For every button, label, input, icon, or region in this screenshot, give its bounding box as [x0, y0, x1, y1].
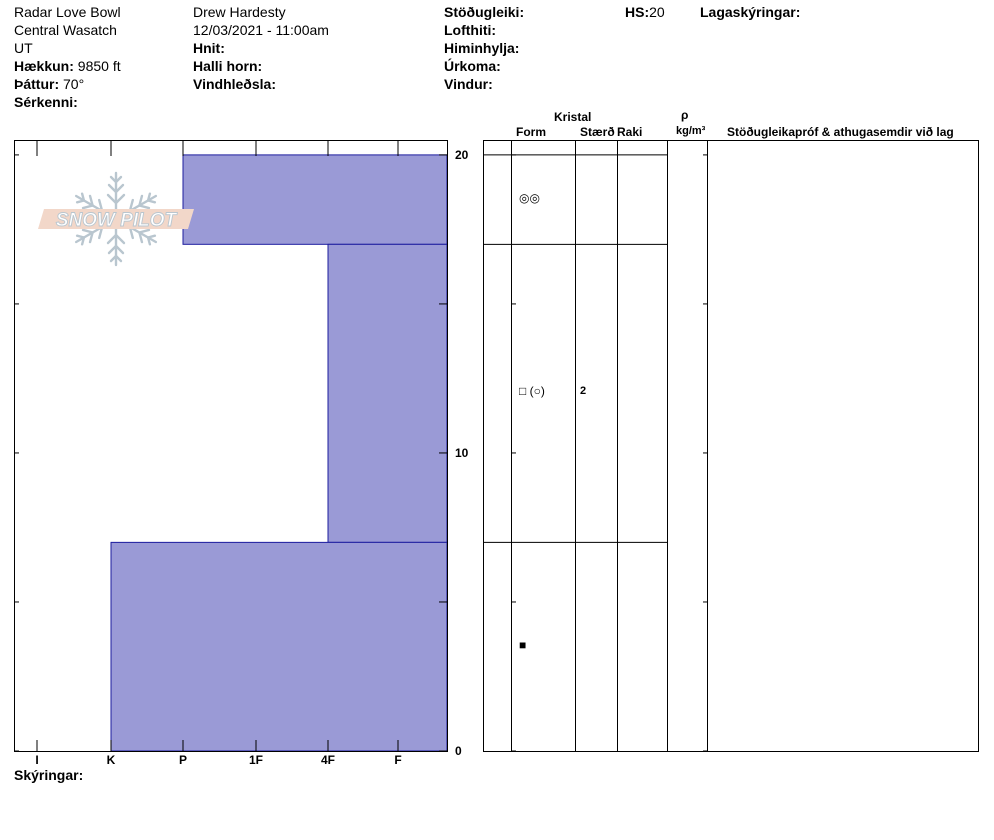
layer-notes-label: Lagaskýringar: [700, 4, 801, 20]
form-column-label: Form [516, 125, 546, 139]
y-tick-label-10: 10 [455, 445, 469, 460]
layer-form-symbol-2: ■ [519, 637, 527, 652]
precip-label: Úrkoma: [444, 58, 501, 74]
chart-frame [14, 140, 448, 752]
layer-table-rows [483, 154, 667, 543]
x-tick-label-4F: 4F [320, 753, 335, 767]
elevation-value: 9850 ft [77, 58, 121, 74]
x-tick-label-K: K [106, 753, 116, 767]
size-column-label: Stærð [580, 125, 615, 139]
elevation-row: Hækkun: 9850 ft [14, 57, 121, 75]
layer-form-symbol-0: ◎◎ [519, 190, 540, 205]
aspect-value: 70° [63, 76, 85, 92]
x-tick-label-F: F [394, 753, 402, 767]
hs-label: HS: [625, 4, 650, 20]
features-label: Sérkenni: [14, 94, 78, 110]
coords-label: Hnit: [193, 40, 225, 56]
elevation-label: Hækkun: [14, 58, 74, 74]
x-tick-label-1F: 1F [248, 753, 263, 767]
air-temp-label: Lofthiti: [444, 22, 497, 38]
aspect-label: Þáttur: [14, 76, 60, 92]
comments-column-label: Stöðugleikapróf & athugasemdir við lag [727, 125, 954, 139]
observer-name: Drew Hardesty [193, 4, 286, 20]
x-ticks [36, 140, 399, 751]
layer-grain-size-1: 2 [580, 385, 587, 398]
hs-row: HS:20 [625, 3, 665, 21]
range-name: Central Wasatch [14, 22, 117, 38]
snowflake-icon [70, 171, 162, 267]
moisture-column-label: Raki [617, 125, 643, 139]
stability-label: Stöðugleiki: [444, 4, 525, 20]
hardness-bar-0 [182, 154, 448, 245]
x-tick-label-P: P [178, 753, 187, 767]
layer-table-frame [483, 140, 979, 752]
hardness-bar-1 [327, 243, 448, 543]
snowpilot-logo-text: SNOW PILOT [56, 210, 178, 231]
wind-loading-label: Vindhleðsla: [193, 76, 276, 92]
layer-table-columns [511, 140, 708, 751]
y-tick-label-20: 20 [455, 147, 469, 162]
crystal-label: Kristal [554, 110, 592, 124]
density-unit-label: kg/m³ [676, 125, 706, 137]
hardness-bar-2 [110, 541, 448, 752]
x-tick-label-I: I [35, 753, 39, 767]
observation-datetime: 12/03/2021 - 11:00am [193, 22, 329, 38]
sky-label: Himinhylja: [444, 40, 520, 56]
rho-label: ρ [681, 108, 689, 122]
layer-form-symbol-1: □ (○) [519, 384, 545, 399]
slope-label: Halli horn: [193, 58, 263, 74]
location-name: Radar Love Bowl [14, 4, 121, 20]
hs-value: 20 [649, 4, 665, 20]
hardness-bars [110, 154, 448, 752]
state-name: UT [14, 40, 33, 56]
y-tick-label-0: 0 [455, 744, 462, 758]
wind-label: Vindur: [444, 76, 493, 92]
notes-label: Skýringar: [14, 767, 84, 783]
snowpilot-logo: SNOW PILOT [38, 209, 194, 231]
aspect-row: Þáttur: 70° [14, 75, 84, 93]
